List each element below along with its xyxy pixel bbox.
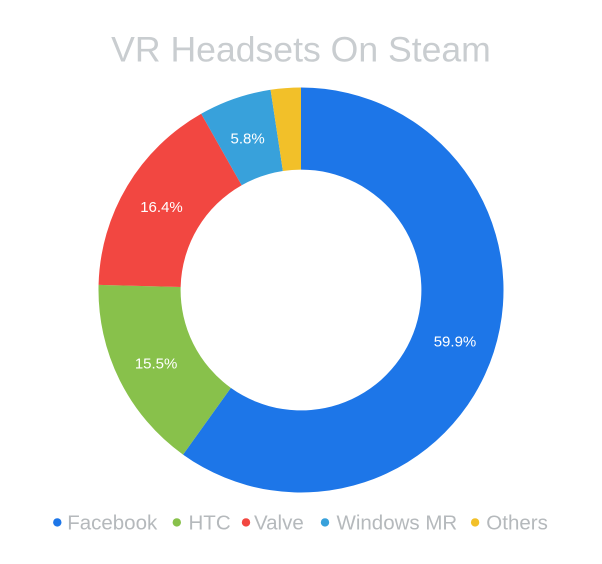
svg-text:HTC: HTC [189, 512, 231, 535]
svg-text:59.9%: 59.9% [434, 333, 477, 350]
svg-text:Valve: Valve [254, 512, 304, 535]
svg-text:Others: Others [486, 512, 548, 535]
svg-text:VR Headsets On Steam: VR Headsets On Steam [111, 29, 491, 69]
svg-text:Windows MR: Windows MR [337, 512, 458, 535]
svg-text:15.5%: 15.5% [135, 355, 178, 372]
svg-text:Facebook: Facebook [67, 512, 158, 535]
svg-text:5.8%: 5.8% [230, 130, 264, 147]
svg-text:16.4%: 16.4% [140, 199, 183, 216]
